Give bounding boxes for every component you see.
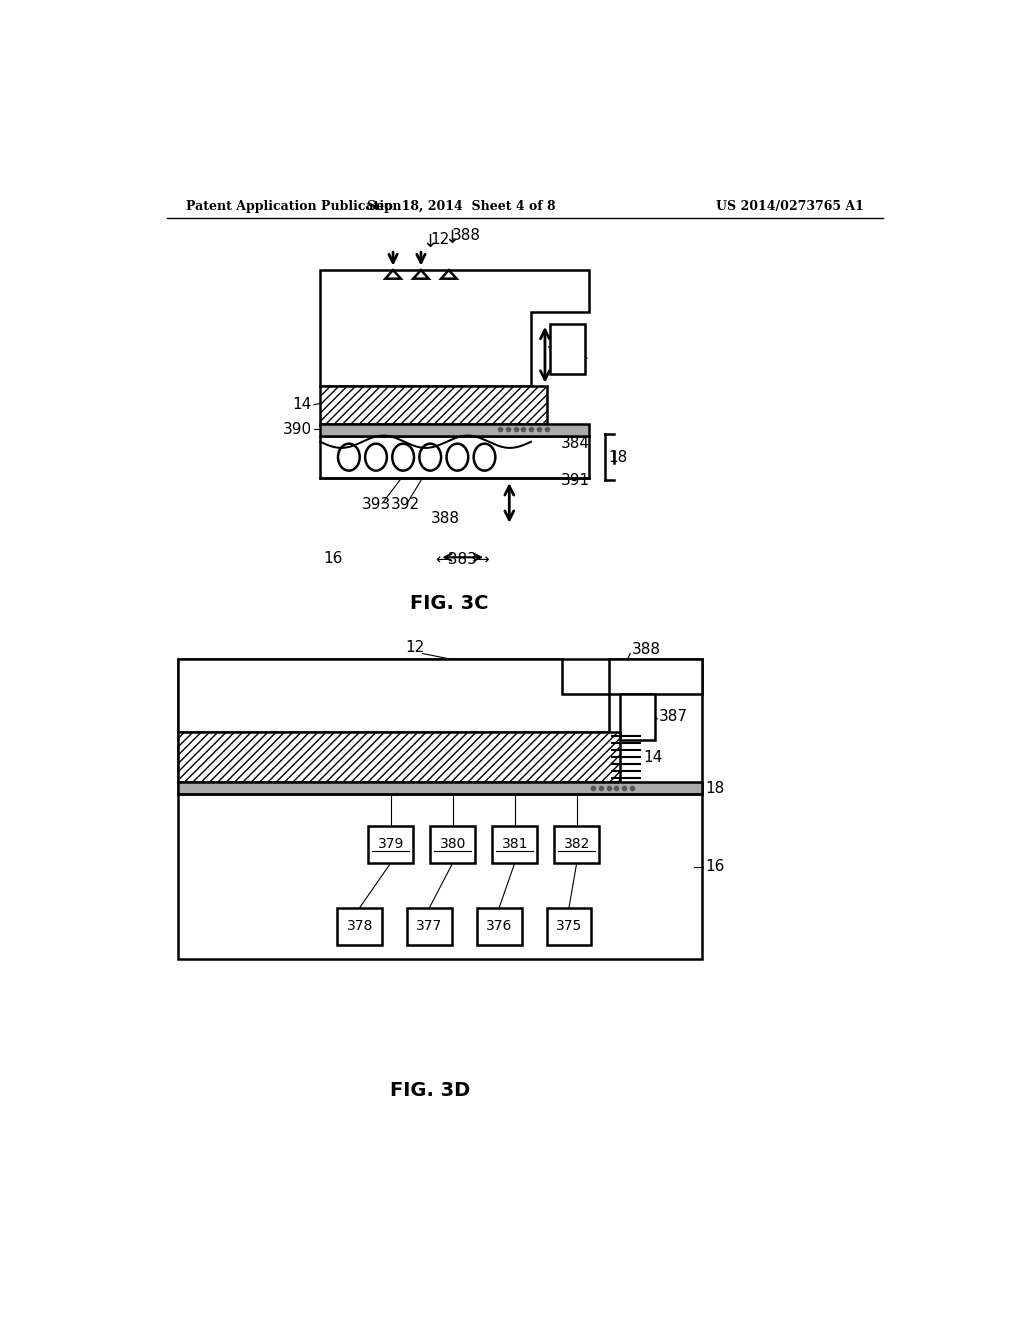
Bar xyxy=(369,826,414,863)
Bar xyxy=(321,424,589,436)
Text: ↓: ↓ xyxy=(444,228,460,247)
Text: 14: 14 xyxy=(293,397,311,412)
Bar xyxy=(407,908,452,945)
Bar xyxy=(621,693,655,739)
Text: 381: 381 xyxy=(502,837,528,851)
Polygon shape xyxy=(321,271,589,385)
Text: FIG. 3D: FIG. 3D xyxy=(390,1081,470,1100)
Text: 12: 12 xyxy=(406,640,424,655)
Polygon shape xyxy=(178,659,608,733)
Text: 18: 18 xyxy=(706,780,725,796)
Text: 18: 18 xyxy=(608,450,628,465)
Text: 391: 391 xyxy=(560,473,590,488)
Text: 384: 384 xyxy=(560,436,590,451)
Bar xyxy=(608,659,701,693)
Text: 378: 378 xyxy=(346,919,373,933)
Polygon shape xyxy=(441,271,457,279)
Text: ←383→: ←383→ xyxy=(435,552,490,568)
Bar xyxy=(337,908,382,945)
Bar xyxy=(550,323,586,374)
Text: 382: 382 xyxy=(563,837,590,851)
Bar xyxy=(178,781,701,793)
Text: Sep. 18, 2014  Sheet 4 of 8: Sep. 18, 2014 Sheet 4 of 8 xyxy=(367,199,556,213)
Text: 377: 377 xyxy=(417,919,442,933)
Text: ↓: ↓ xyxy=(423,232,438,251)
Text: 16: 16 xyxy=(706,859,725,874)
Text: Patent Application Publication: Patent Application Publication xyxy=(186,199,401,213)
Text: 181: 181 xyxy=(560,347,590,362)
Bar xyxy=(477,908,521,945)
Text: 143: 143 xyxy=(445,409,474,424)
Bar xyxy=(554,826,599,863)
Text: 393: 393 xyxy=(361,498,390,512)
Text: 380: 380 xyxy=(439,837,466,851)
Text: 16: 16 xyxy=(324,552,343,566)
Text: 379: 379 xyxy=(378,837,403,851)
Bar xyxy=(178,659,701,960)
Text: US 2014/0273765 A1: US 2014/0273765 A1 xyxy=(717,199,864,213)
Text: FIG. 3C: FIG. 3C xyxy=(411,594,488,612)
Text: 388: 388 xyxy=(452,228,481,243)
Bar xyxy=(178,733,621,781)
Bar xyxy=(321,385,547,424)
Text: 392: 392 xyxy=(391,498,420,512)
Polygon shape xyxy=(414,271,429,279)
Bar xyxy=(493,826,538,863)
Text: 387: 387 xyxy=(547,335,575,351)
Polygon shape xyxy=(385,271,400,279)
Text: 12: 12 xyxy=(430,232,450,247)
Bar xyxy=(547,908,592,945)
Text: 390: 390 xyxy=(283,422,311,437)
Text: 376: 376 xyxy=(486,919,512,933)
Text: 388: 388 xyxy=(431,511,460,527)
Text: 387: 387 xyxy=(658,709,688,725)
Text: 14: 14 xyxy=(643,750,663,766)
Bar xyxy=(321,436,589,478)
Text: 375: 375 xyxy=(556,919,582,933)
Bar xyxy=(430,826,475,863)
Text: 388: 388 xyxy=(632,642,660,657)
